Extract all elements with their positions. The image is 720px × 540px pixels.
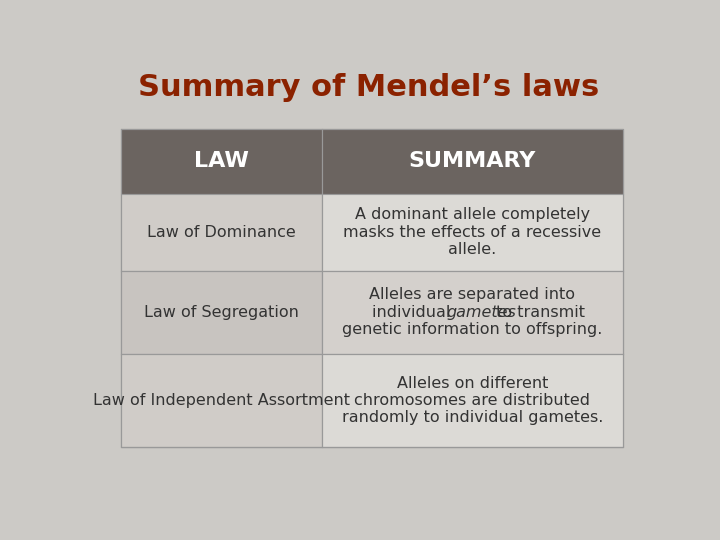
Bar xyxy=(322,271,623,354)
Text: to transmit: to transmit xyxy=(491,305,585,320)
Text: Alleles on different
chromosomes are distributed
randomly to individual gametes.: Alleles on different chromosomes are dis… xyxy=(341,376,603,426)
Bar xyxy=(121,271,322,354)
Text: genetic information to offspring.: genetic information to offspring. xyxy=(342,322,603,337)
Text: SUMMARY: SUMMARY xyxy=(408,152,536,172)
Text: Law of Independent Assortment: Law of Independent Assortment xyxy=(93,393,350,408)
Bar xyxy=(322,354,623,447)
Text: Law of Dominance: Law of Dominance xyxy=(147,225,295,240)
Text: Summary of Mendel’s laws: Summary of Mendel’s laws xyxy=(138,73,600,102)
Text: LAW: LAW xyxy=(194,152,248,172)
Text: A dominant allele completely
masks the effects of a recessive
allele.: A dominant allele completely masks the e… xyxy=(343,207,601,257)
Bar xyxy=(121,354,322,447)
Bar xyxy=(322,194,623,271)
Bar xyxy=(121,194,322,271)
Bar xyxy=(322,129,623,194)
Text: individual: individual xyxy=(372,305,455,320)
Bar xyxy=(121,129,322,194)
Text: Law of Segregation: Law of Segregation xyxy=(144,305,299,320)
Text: gametes: gametes xyxy=(446,305,516,320)
Bar xyxy=(121,129,623,447)
Text: Alleles are separated into: Alleles are separated into xyxy=(369,287,575,302)
